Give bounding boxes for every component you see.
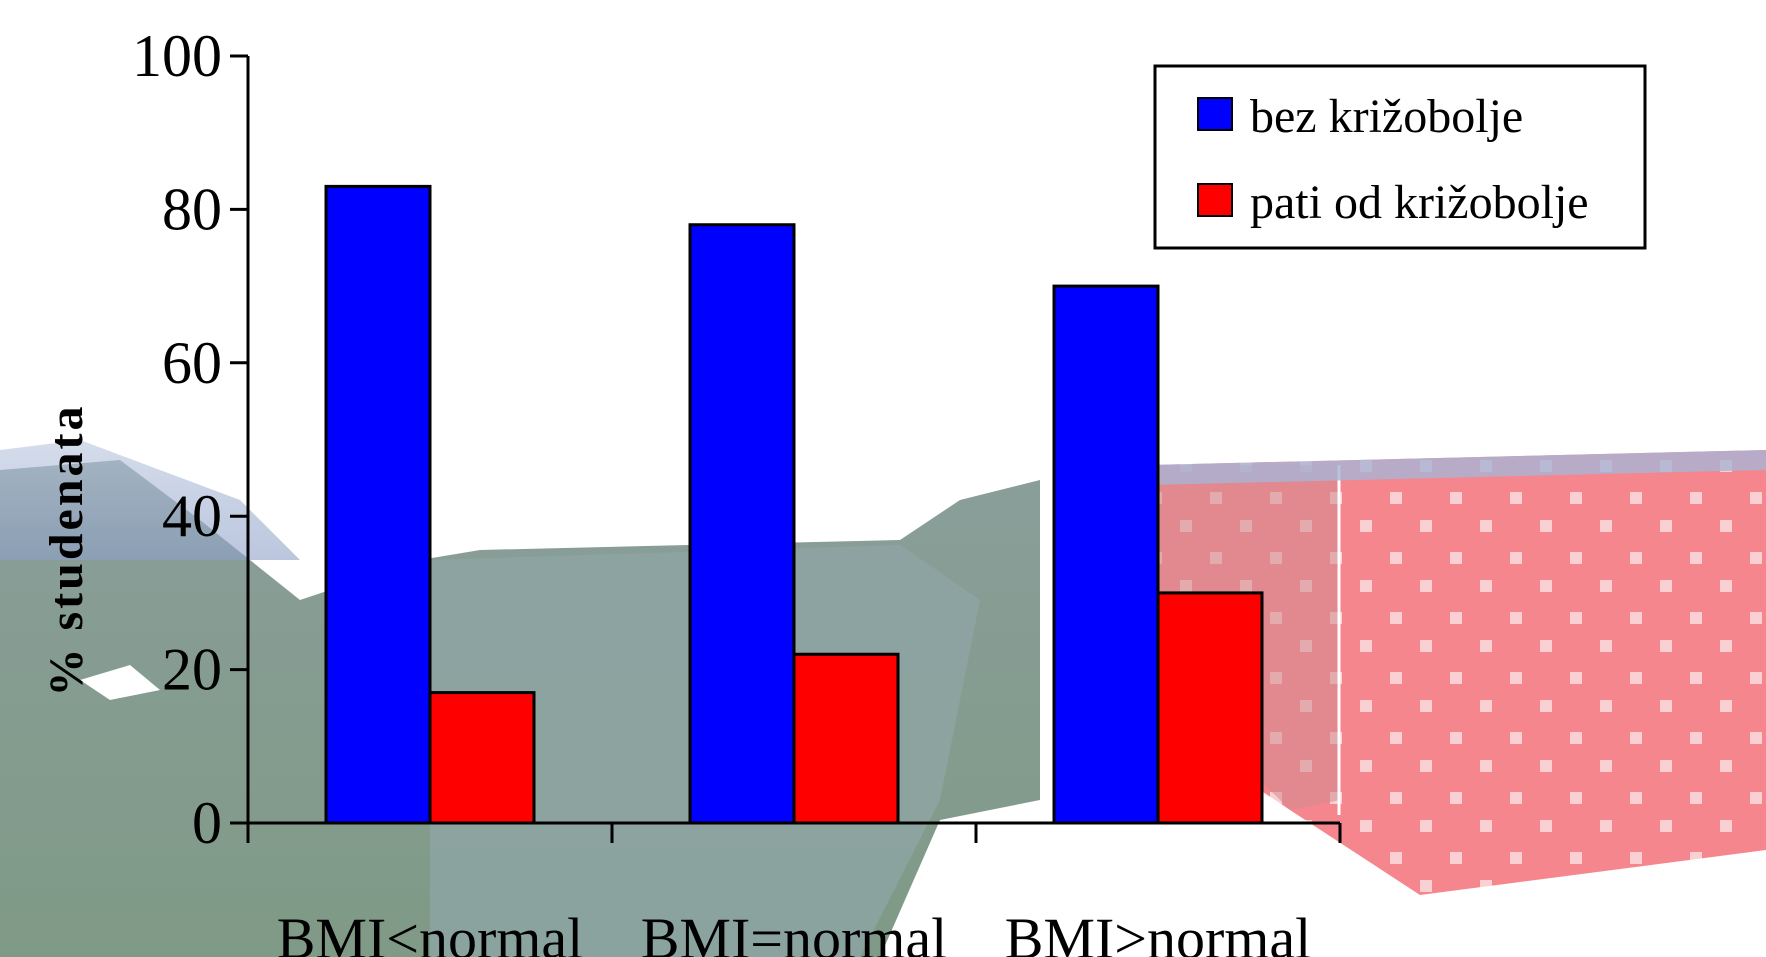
bar-bez-1 bbox=[324, 184, 432, 825]
y-tick-label: 100 bbox=[132, 23, 222, 89]
bar-bez-2 bbox=[688, 223, 796, 825]
y-tick-label: 0 bbox=[192, 790, 222, 856]
legend-swatch-pati-od-krizobolje bbox=[1197, 183, 1233, 217]
y-tick-label: 40 bbox=[162, 483, 222, 549]
legend-box bbox=[1153, 64, 1647, 250]
y-tick-label: 60 bbox=[162, 330, 222, 396]
x-category-label: BMI>normal bbox=[1005, 906, 1312, 957]
x-category-labels: BMI<normal BMI=normal BMI>normal bbox=[277, 906, 1312, 957]
bar-pati-3 bbox=[1156, 591, 1264, 825]
legend-label-bez-krizobolje: bez križobolje bbox=[1250, 90, 1523, 143]
legend-swatch-bez-krizobolje bbox=[1197, 97, 1233, 131]
y-tick-label: 20 bbox=[162, 637, 222, 703]
y-tick-labels: 0 20 40 60 80 100 bbox=[132, 23, 222, 856]
axes-layer bbox=[230, 54, 1342, 843]
bars-layer bbox=[324, 184, 1264, 825]
bar-bez-3 bbox=[1052, 284, 1160, 825]
bar-pati-2 bbox=[792, 652, 900, 825]
legend-label-pati-od-krizobolje: pati od križobolje bbox=[1250, 176, 1589, 229]
legend: bez križobolje pati od križobolje bbox=[1153, 64, 1647, 250]
y-tick-label: 80 bbox=[162, 176, 222, 242]
bar-pati-1 bbox=[428, 691, 536, 825]
x-category-label: BMI=normal bbox=[641, 906, 948, 957]
y-axis-title: % studenata bbox=[40, 403, 93, 696]
x-category-label: BMI<normal bbox=[277, 906, 584, 957]
